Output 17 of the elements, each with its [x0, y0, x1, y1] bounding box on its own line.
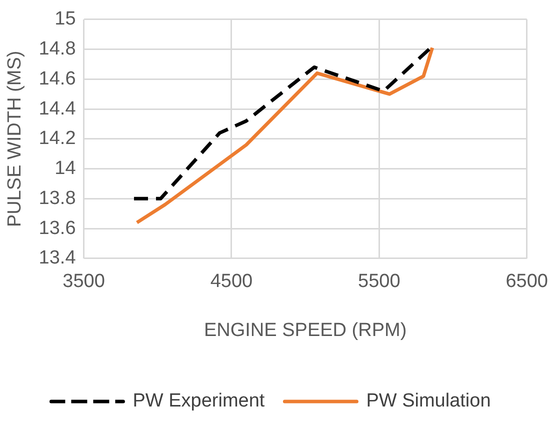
y-axis-title: PULSE WIDTH (MS)	[4, 50, 26, 228]
x-tick-label: 5500	[358, 271, 400, 292]
y-tick-label: 14	[54, 158, 76, 180]
x-axis-title: ENGINE SPEED (RPM)	[204, 320, 407, 341]
legend-label: PW Simulation	[366, 390, 491, 412]
x-tick-label: 6500	[506, 271, 548, 292]
y-tick-label: 14.4	[38, 98, 76, 120]
x-tick-label: 4500	[210, 271, 253, 292]
y-tick-label: 14.6	[38, 68, 76, 90]
y-tick-label: 13.6	[38, 218, 76, 239]
x-tick-label: 3500	[62, 271, 105, 292]
y-tick-label: 14.8	[38, 38, 76, 60]
y-tick-label: 13.4	[38, 248, 76, 269]
y-tick-label: 14.2	[38, 128, 76, 150]
y-tick-label: 15	[54, 8, 76, 30]
y-tick-label: 13.8	[38, 188, 76, 209]
legend-label: PW Experiment	[132, 390, 266, 412]
